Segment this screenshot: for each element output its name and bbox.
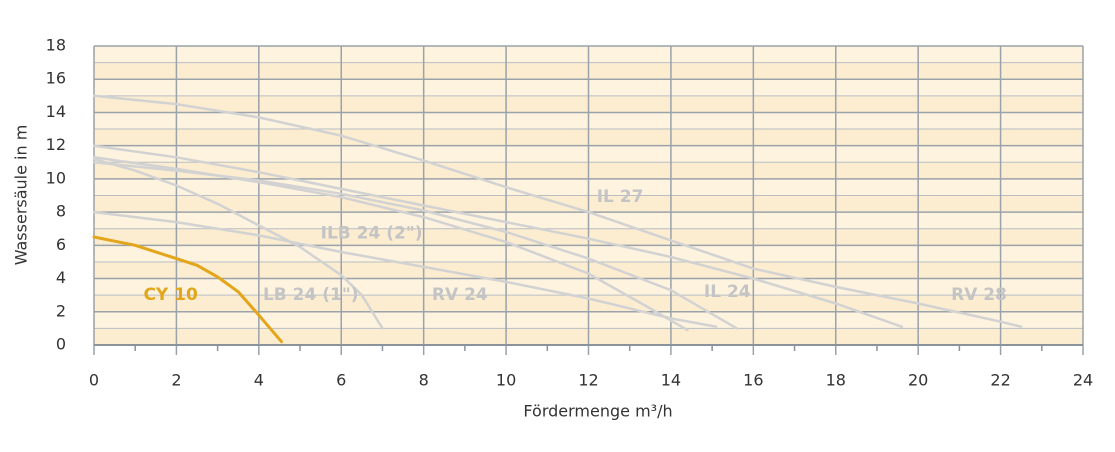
series-label: RV 24 [432, 285, 488, 305]
x-tick-label: 8 [419, 371, 429, 390]
y-tick-label: 0 [56, 335, 66, 354]
series-label: RV 28 [951, 285, 1007, 305]
x-tick-label: 6 [336, 371, 346, 390]
curve [92, 235, 283, 344]
y-axis-label: Wassersäule in m [12, 125, 31, 266]
y-tick-label: 16 [46, 69, 66, 88]
x-tick-label: 12 [578, 371, 598, 390]
series-label: IL 27 [597, 187, 644, 207]
curve [92, 94, 1023, 328]
x-tick-label: 4 [254, 371, 264, 390]
curve [92, 210, 718, 328]
curve [92, 157, 384, 330]
x-axis-label: Fördermenge m³/h [523, 402, 672, 421]
series-label: CY 10 [143, 285, 198, 305]
y-tick-label: 4 [56, 268, 66, 287]
y-tick-label: 8 [56, 202, 66, 221]
series-label: LB 24 (1") [263, 285, 359, 305]
x-tick-label: 14 [661, 371, 681, 390]
x-tick-label: 20 [908, 371, 928, 390]
x-tick-label: 2 [171, 371, 181, 390]
y-tick-label: 14 [46, 102, 66, 121]
x-tick-label: 24 [1073, 371, 1093, 390]
series-label: ILB 24 (2") [321, 224, 423, 244]
x-tick-label: 22 [990, 371, 1010, 390]
y-tick-label: 6 [56, 235, 66, 254]
y-tick-label: 18 [46, 36, 66, 55]
y-tick-label: 2 [56, 301, 66, 320]
y-tick-label: 12 [46, 135, 66, 154]
series-label: IL 24 [704, 282, 751, 302]
x-tick-label: 0 [89, 371, 99, 390]
x-tick-label: 10 [496, 371, 516, 390]
curve [92, 161, 739, 330]
x-tick-label: 16 [743, 371, 763, 390]
y-tick-label: 10 [46, 168, 66, 187]
x-tick-label: 18 [826, 371, 846, 390]
curve [92, 144, 903, 328]
